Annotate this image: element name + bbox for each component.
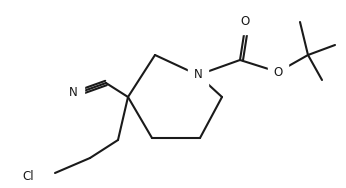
Text: Cl: Cl [22, 170, 34, 183]
Text: O: O [240, 15, 249, 28]
Text: O: O [273, 65, 283, 79]
Text: N: N [69, 86, 78, 99]
Text: N: N [194, 68, 202, 82]
